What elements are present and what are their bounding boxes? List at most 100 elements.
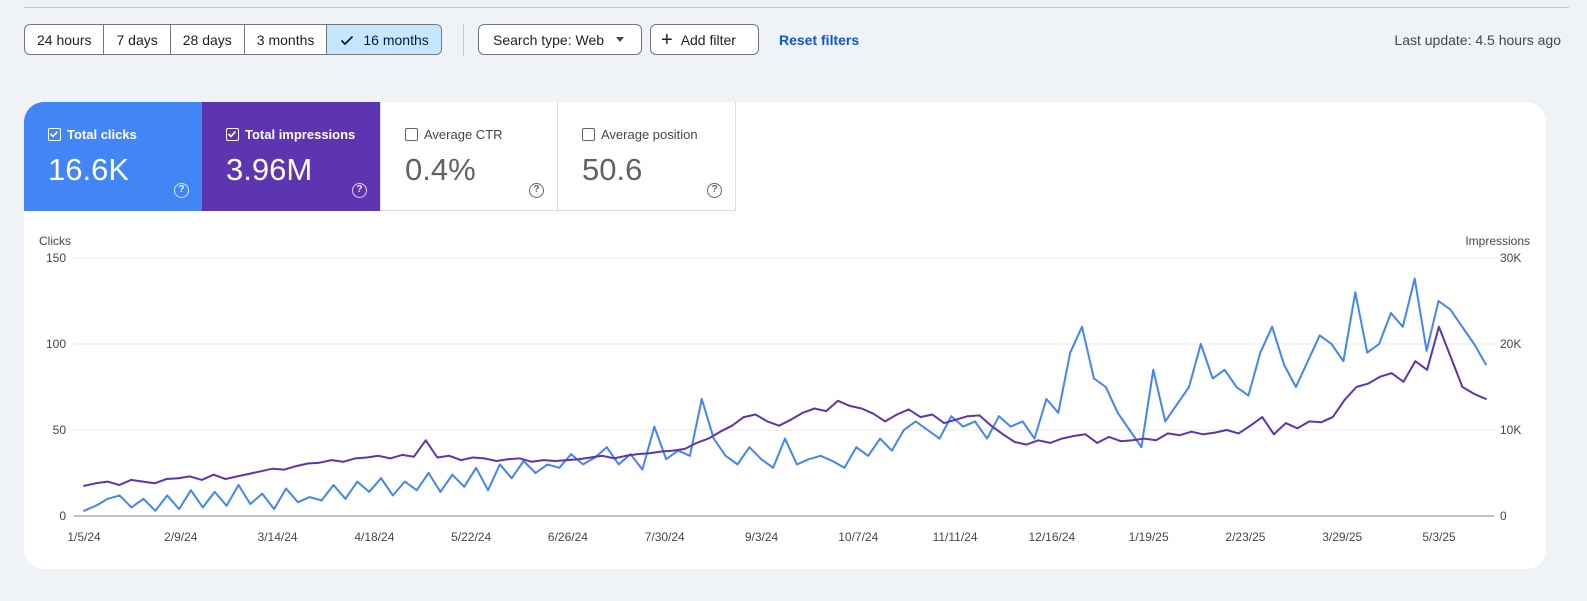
data-point-impressions (1013, 441, 1016, 443)
search-type-label: Search type: Web (493, 31, 605, 48)
data-point-clicks (1093, 377, 1095, 380)
data-point-impressions (130, 479, 132, 481)
metric-label: Total impressions (245, 127, 356, 142)
data-point-impressions (424, 439, 427, 442)
range-24-hours[interactable]: 24 hours (25, 25, 105, 54)
data-point-clicks (605, 446, 608, 449)
data-point-impressions (1308, 420, 1311, 423)
range-7-days[interactable]: 7 days (104, 25, 171, 54)
y-left-tick-label: 150 (46, 251, 66, 265)
data-point-clicks (106, 497, 109, 500)
x-tick-label: 5/3/25 (1422, 530, 1456, 544)
help-icon[interactable]: ? (707, 183, 722, 198)
date-range-selector: 24 hours 7 days 28 days 3 months 16 mont… (24, 24, 442, 55)
data-point-clicks (190, 489, 192, 492)
data-point-clicks (1045, 398, 1048, 400)
data-point-impressions (177, 477, 180, 480)
metric-value: 50.6 (582, 152, 643, 187)
data-point-clicks (1461, 325, 1464, 328)
data-point-clicks (582, 463, 584, 466)
data-point-clicks (475, 466, 477, 469)
last-update-text: Last update: 4.5 hours ago (1394, 32, 1561, 48)
reset-filters-link[interactable]: Reset filters (779, 32, 860, 48)
data-point-impressions (1096, 442, 1099, 444)
metric-tile-average-position[interactable]: Average position 50.6 ? (558, 102, 736, 211)
data-point-clicks (201, 506, 204, 509)
data-point-clicks (1116, 411, 1119, 414)
data-point-impressions (1202, 433, 1205, 436)
checkbox-checked-icon[interactable] (226, 128, 239, 141)
metric-label: Total clicks (67, 127, 137, 142)
data-point-clicks (831, 460, 834, 462)
checkbox-unchecked-icon[interactable] (405, 128, 418, 141)
data-point-impressions (401, 454, 403, 456)
data-point-impressions (1178, 434, 1181, 437)
data-point-impressions (377, 454, 380, 457)
help-icon[interactable]: ? (174, 183, 189, 198)
help-icon[interactable]: ? (352, 183, 367, 198)
data-point-clicks (403, 480, 406, 483)
data-point-impressions (483, 457, 486, 460)
data-point-clicks (510, 477, 513, 480)
x-tick-label: 3/14/24 (258, 530, 298, 544)
data-point-clicks (891, 449, 893, 452)
data-point-impressions (542, 459, 545, 461)
data-point-impressions (1119, 440, 1122, 443)
data-point-clicks (914, 420, 917, 423)
data-point-impressions (271, 467, 274, 470)
data-point-clicks (748, 446, 751, 449)
help-icon[interactable]: ? (529, 183, 544, 198)
metric-tile-total-impressions[interactable]: Total impressions 3.96M ? (202, 102, 380, 211)
range-3-months[interactable]: 3 months (245, 25, 328, 54)
data-point-impressions (248, 473, 250, 475)
checkbox-unchecked-icon[interactable] (582, 128, 595, 141)
metric-tile-average-ctr[interactable]: Average CTR 0.4% ? (380, 102, 558, 211)
y-right-tick-label: 30K (1500, 251, 1521, 265)
data-point-clicks (415, 489, 418, 492)
add-filter-button[interactable]: + Add filter (650, 24, 759, 55)
data-point-impressions (306, 462, 309, 465)
data-point-impressions (954, 418, 957, 421)
data-point-clicks (1306, 360, 1309, 363)
data-point-clicks (938, 437, 941, 440)
data-point-impressions (83, 485, 85, 487)
data-point-impressions (1390, 372, 1393, 375)
data-point-impressions (1449, 356, 1452, 358)
data-point-clicks (843, 466, 846, 469)
data-point-clicks (1449, 308, 1452, 311)
performance-card: Total clicks 16.6K ? Total impressions 3… (24, 102, 1546, 569)
data-point-impressions (1061, 437, 1063, 440)
metric-label: Average position (601, 127, 698, 142)
x-tick-label: 2/23/25 (1225, 530, 1265, 544)
range-label: 24 hours (37, 31, 92, 48)
data-point-impressions (142, 480, 144, 483)
data-point-impressions (884, 420, 886, 423)
data-point-impressions (224, 478, 227, 480)
range-28-days[interactable]: 28 days (171, 25, 245, 54)
data-point-clicks (665, 458, 668, 461)
data-point-impressions (365, 456, 368, 459)
data-point-clicks (1009, 425, 1012, 428)
x-tick-label: 2/9/24 (164, 530, 198, 544)
data-point-clicks (95, 504, 97, 507)
data-point-clicks (534, 472, 537, 474)
range-16-months[interactable]: 16 months (327, 25, 441, 54)
y-left-tick-label: 100 (46, 337, 66, 351)
data-point-impressions (589, 456, 592, 459)
data-point-clicks (1164, 420, 1167, 423)
data-point-clicks (879, 437, 881, 440)
data-point-clicks (439, 491, 442, 493)
checkbox-checked-icon[interactable] (48, 128, 61, 141)
x-tick-label: 9/3/24 (745, 530, 779, 544)
data-point-impressions (554, 460, 557, 462)
data-point-clicks (950, 415, 953, 418)
search-type-dropdown[interactable]: Search type: Web (478, 24, 642, 55)
data-point-clicks (344, 497, 347, 500)
data-point-clicks (154, 509, 157, 512)
metric-tile-total-clicks[interactable]: Total clicks 16.6K ? (24, 102, 202, 211)
data-point-clicks (819, 454, 822, 457)
data-point-impressions (754, 413, 757, 416)
data-point-impressions (413, 455, 415, 458)
metric-value: 3.96M (226, 152, 313, 187)
data-point-impressions (1273, 433, 1275, 436)
